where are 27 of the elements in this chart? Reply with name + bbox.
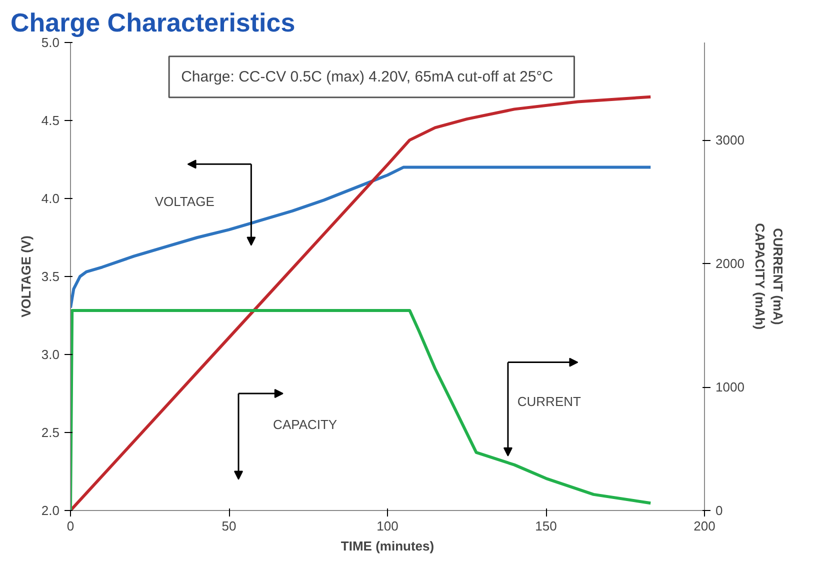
y-tick-label: 2.0	[41, 503, 60, 518]
x-tick-label: 150	[535, 518, 557, 534]
x-tick-label: 200	[694, 518, 716, 534]
chart-title: Charge Characteristics	[10, 8, 296, 38]
y-tick-label: 4.0	[41, 191, 60, 206]
y-tick-label: 3.0	[41, 347, 60, 362]
y-tick-label: 4.5	[41, 113, 60, 128]
annotation: VOLTAGE	[154, 194, 215, 210]
x-tick-label: 100	[376, 518, 398, 534]
line-series	[70, 95, 652, 510]
y-tick-label: 2.5	[41, 425, 60, 440]
y-tick-label: 3.5	[41, 269, 60, 284]
line-series	[70, 308, 652, 510]
y2-tick-label: 2000	[716, 256, 744, 272]
x-tick-label: 0	[66, 518, 74, 534]
y2-tick-label: 1000	[716, 380, 744, 395]
y2-axis-title: CURRENT (mA) CAPACITY (mAh)	[752, 223, 786, 330]
x-tick-label: 50	[222, 518, 236, 534]
y2-tick-label: 0	[716, 503, 723, 518]
line-series	[70, 166, 652, 310]
y-axis-title: VOLTAGE (V)	[18, 236, 34, 318]
x-axis-title: TIME (minutes)	[340, 538, 434, 554]
annotation: CURRENT	[517, 394, 582, 409]
y2-tick-label: 3000	[716, 132, 744, 148]
annotation: CAPACITY	[273, 417, 338, 432]
y-tick-label: 5.0	[41, 35, 60, 50]
annotation: Charge: CC-CV 0.5C (max) 4.20V, 65mA cut-off at 25°C	[181, 68, 554, 86]
